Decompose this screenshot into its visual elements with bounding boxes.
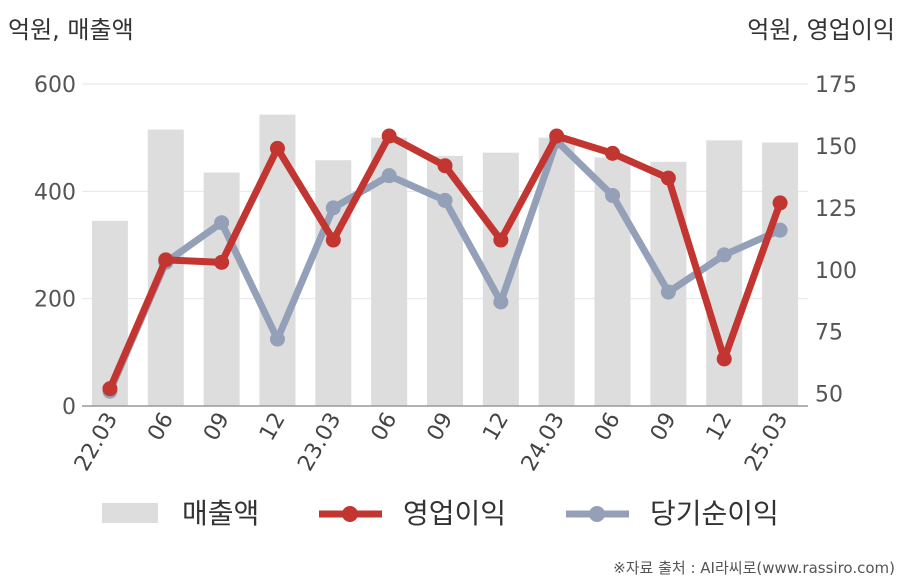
net-income-point bbox=[269, 331, 285, 347]
x-tick-label: 12 bbox=[702, 409, 738, 446]
legend-label-operating-profit: 영업이익 bbox=[403, 497, 506, 530]
operating-profit-point bbox=[102, 381, 118, 397]
legend: 매출액 영업이익 당기순이익 bbox=[102, 497, 779, 530]
operating-profit-point bbox=[549, 128, 565, 144]
x-tick-label: 12 bbox=[255, 409, 291, 446]
operating-profit-point bbox=[437, 158, 453, 174]
right-axis-ticks: 50 75 100 125 150 175 bbox=[815, 73, 857, 408]
net-income-point bbox=[493, 294, 509, 310]
bar bbox=[762, 142, 799, 406]
right-tick-label: 75 bbox=[815, 321, 843, 346]
left-tick-label: 600 bbox=[34, 73, 76, 98]
x-tick-label: 12 bbox=[478, 409, 514, 446]
x-tick-label: 23.03 bbox=[293, 409, 346, 476]
x-tick-label: 22.03 bbox=[70, 409, 123, 476]
right-axis-unit: 억원, 영업이익 bbox=[747, 16, 895, 44]
right-tick-label: 125 bbox=[815, 197, 857, 222]
operating-profit-point bbox=[325, 232, 341, 248]
operating-profit-point bbox=[493, 232, 509, 248]
line-series-operating-profit bbox=[102, 128, 788, 397]
operating-profit-point bbox=[214, 254, 230, 270]
operating-profit-point bbox=[381, 128, 397, 144]
net-income-point bbox=[325, 200, 341, 216]
legend-item-operating-profit: 영업이익 bbox=[319, 497, 506, 530]
right-tick-label: 50 bbox=[815, 383, 843, 408]
operating-profit-point bbox=[158, 252, 174, 268]
source-note: ※자료 출처 : AI라씨로(www.rassiro.com) bbox=[613, 559, 895, 577]
net-income-point bbox=[381, 168, 397, 184]
net-income-point bbox=[660, 284, 676, 300]
left-tick-label: 400 bbox=[34, 180, 76, 205]
operating-profit-point bbox=[269, 140, 285, 156]
right-tick-label: 175 bbox=[815, 73, 857, 98]
legend-item-revenue: 매출액 bbox=[102, 497, 259, 530]
bar bbox=[91, 220, 128, 406]
net-income-point bbox=[214, 215, 230, 231]
operating-profit-point bbox=[716, 351, 732, 367]
bar bbox=[259, 114, 296, 406]
bar bbox=[203, 172, 240, 406]
net-income-point bbox=[772, 222, 788, 238]
net-income-point bbox=[437, 192, 453, 208]
x-tick-label: 06 bbox=[590, 409, 626, 446]
net-income-point bbox=[716, 247, 732, 263]
x-tick-label: 09 bbox=[646, 409, 682, 446]
operating-profit-point bbox=[660, 170, 676, 186]
x-tick-label: 06 bbox=[367, 409, 403, 446]
left-axis-unit: 억원, 매출액 bbox=[8, 16, 134, 44]
right-tick-label: 150 bbox=[815, 135, 857, 160]
right-tick-label: 100 bbox=[815, 259, 857, 284]
left-tick-label: 0 bbox=[62, 395, 76, 420]
operating-profit-point bbox=[605, 145, 621, 161]
net-income-point bbox=[605, 187, 621, 203]
left-tick-label: 200 bbox=[34, 288, 76, 313]
legend-label-revenue: 매출액 bbox=[182, 497, 259, 530]
x-tick-label: 09 bbox=[423, 409, 459, 446]
x-tick-label: 24.03 bbox=[517, 409, 570, 476]
legend-label-net-income: 당기순이익 bbox=[650, 497, 779, 530]
legend-swatch-revenue bbox=[102, 503, 158, 523]
legend-marker-net-income bbox=[589, 506, 605, 522]
x-tick-label: 09 bbox=[199, 409, 235, 446]
x-axis-ticks: 22.03 06 09 12 23.03 06 09 12 24.03 06 09 12 25.03 bbox=[70, 409, 793, 476]
x-tick-label: 06 bbox=[143, 409, 179, 446]
left-axis-ticks: 0 200 400 600 bbox=[34, 73, 76, 420]
x-tick-label: 25.03 bbox=[740, 409, 793, 476]
legend-marker-operating-profit bbox=[342, 506, 358, 522]
legend-item-net-income: 당기순이익 bbox=[566, 497, 779, 530]
operating-profit-point bbox=[772, 195, 788, 211]
